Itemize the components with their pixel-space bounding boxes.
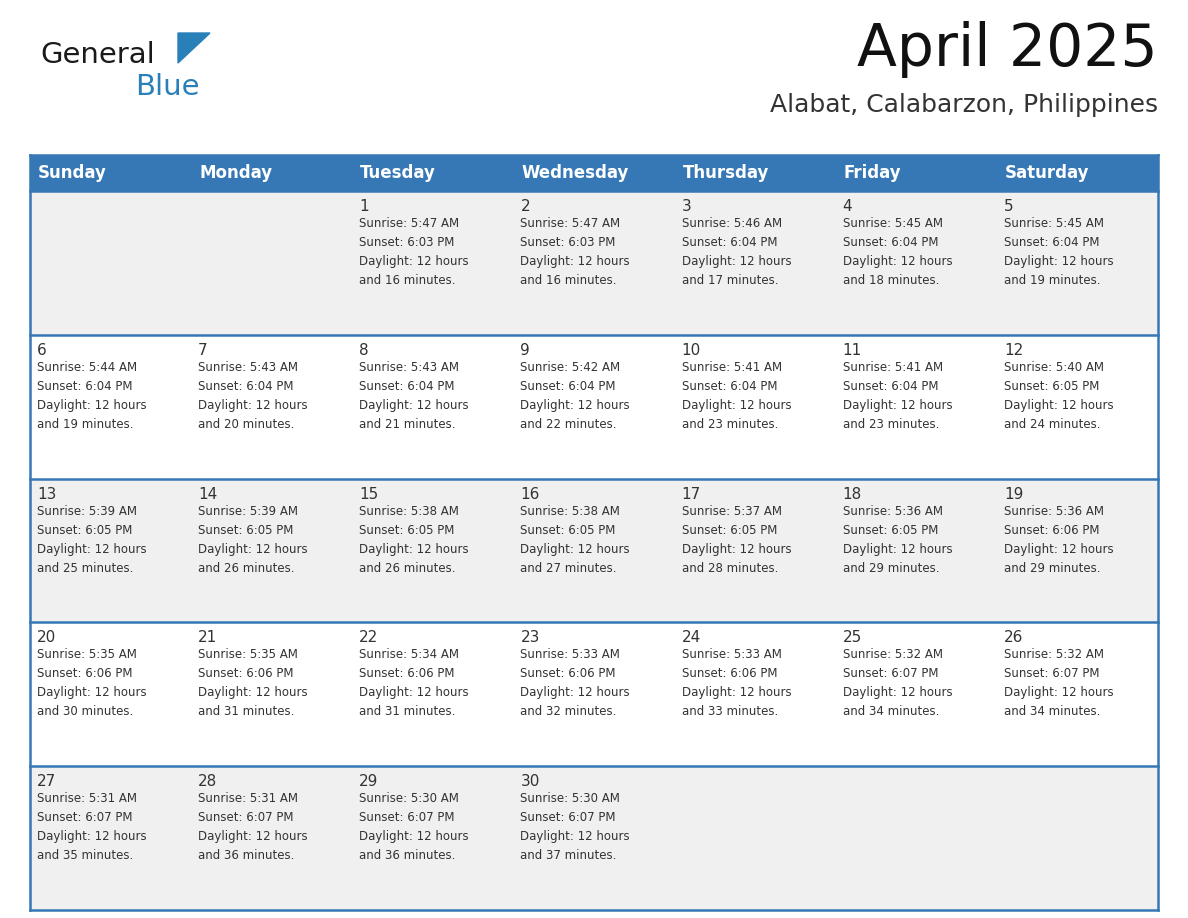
Bar (191, 155, 353, 191)
Text: 27: 27 (37, 774, 56, 789)
Text: Sunrise: 5:30 AM
Sunset: 6:07 PM
Daylight: 12 hours
and 37 minutes.: Sunrise: 5:30 AM Sunset: 6:07 PM Dayligh… (520, 792, 630, 862)
Bar (997, 155, 1158, 191)
Bar (30, 478, 1158, 622)
Text: 17: 17 (682, 487, 701, 501)
Text: Sunrise: 5:45 AM
Sunset: 6:04 PM
Daylight: 12 hours
and 19 minutes.: Sunrise: 5:45 AM Sunset: 6:04 PM Dayligh… (1004, 217, 1113, 287)
Text: Sunrise: 5:47 AM
Sunset: 6:03 PM
Daylight: 12 hours
and 16 minutes.: Sunrise: 5:47 AM Sunset: 6:03 PM Dayligh… (520, 217, 630, 287)
Text: Sunrise: 5:32 AM
Sunset: 6:07 PM
Daylight: 12 hours
and 34 minutes.: Sunrise: 5:32 AM Sunset: 6:07 PM Dayligh… (1004, 648, 1113, 719)
Text: 19: 19 (1004, 487, 1023, 501)
Text: Sunrise: 5:47 AM
Sunset: 6:03 PM
Daylight: 12 hours
and 16 minutes.: Sunrise: 5:47 AM Sunset: 6:03 PM Dayligh… (359, 217, 469, 287)
Bar (30, 622, 1158, 767)
Text: 22: 22 (359, 631, 379, 645)
Text: 15: 15 (359, 487, 379, 501)
Text: Sunrise: 5:41 AM
Sunset: 6:04 PM
Daylight: 12 hours
and 23 minutes.: Sunrise: 5:41 AM Sunset: 6:04 PM Dayligh… (842, 361, 953, 431)
Text: 18: 18 (842, 487, 862, 501)
Text: Sunrise: 5:32 AM
Sunset: 6:07 PM
Daylight: 12 hours
and 34 minutes.: Sunrise: 5:32 AM Sunset: 6:07 PM Dayligh… (842, 648, 953, 719)
Text: 13: 13 (37, 487, 56, 501)
Text: 11: 11 (842, 342, 862, 358)
Text: 28: 28 (198, 774, 217, 789)
Text: 24: 24 (682, 631, 701, 645)
Text: 16: 16 (520, 487, 539, 501)
Bar (30, 767, 1158, 910)
Text: 7: 7 (198, 342, 208, 358)
Text: 21: 21 (198, 631, 217, 645)
Text: Sunrise: 5:44 AM
Sunset: 6:04 PM
Daylight: 12 hours
and 19 minutes.: Sunrise: 5:44 AM Sunset: 6:04 PM Dayligh… (37, 361, 146, 431)
Text: 23: 23 (520, 631, 539, 645)
Text: 20: 20 (37, 631, 56, 645)
Text: Sunrise: 5:43 AM
Sunset: 6:04 PM
Daylight: 12 hours
and 21 minutes.: Sunrise: 5:43 AM Sunset: 6:04 PM Dayligh… (359, 361, 469, 431)
Text: Sunrise: 5:35 AM
Sunset: 6:06 PM
Daylight: 12 hours
and 30 minutes.: Sunrise: 5:35 AM Sunset: 6:06 PM Dayligh… (37, 648, 146, 719)
Text: General: General (40, 41, 154, 69)
Text: Thursday: Thursday (683, 164, 769, 182)
Bar (835, 155, 997, 191)
Text: Friday: Friday (843, 164, 902, 182)
Text: 6: 6 (37, 342, 46, 358)
Text: Sunrise: 5:31 AM
Sunset: 6:07 PM
Daylight: 12 hours
and 36 minutes.: Sunrise: 5:31 AM Sunset: 6:07 PM Dayligh… (198, 792, 308, 862)
Text: 14: 14 (198, 487, 217, 501)
Text: 9: 9 (520, 342, 530, 358)
Text: Sunrise: 5:45 AM
Sunset: 6:04 PM
Daylight: 12 hours
and 18 minutes.: Sunrise: 5:45 AM Sunset: 6:04 PM Dayligh… (842, 217, 953, 287)
Text: 29: 29 (359, 774, 379, 789)
Text: 12: 12 (1004, 342, 1023, 358)
Bar (675, 155, 835, 191)
Text: Sunrise: 5:43 AM
Sunset: 6:04 PM
Daylight: 12 hours
and 20 minutes.: Sunrise: 5:43 AM Sunset: 6:04 PM Dayligh… (198, 361, 308, 431)
Text: 4: 4 (842, 199, 852, 214)
Text: Sunrise: 5:38 AM
Sunset: 6:05 PM
Daylight: 12 hours
and 27 minutes.: Sunrise: 5:38 AM Sunset: 6:05 PM Dayligh… (520, 505, 630, 575)
Text: Alabat, Calabarzon, Philippines: Alabat, Calabarzon, Philippines (770, 93, 1158, 117)
Text: Sunrise: 5:42 AM
Sunset: 6:04 PM
Daylight: 12 hours
and 22 minutes.: Sunrise: 5:42 AM Sunset: 6:04 PM Dayligh… (520, 361, 630, 431)
Text: Sunrise: 5:34 AM
Sunset: 6:06 PM
Daylight: 12 hours
and 31 minutes.: Sunrise: 5:34 AM Sunset: 6:06 PM Dayligh… (359, 648, 469, 719)
Text: 1: 1 (359, 199, 369, 214)
Text: 30: 30 (520, 774, 539, 789)
Text: Saturday: Saturday (1005, 164, 1089, 182)
Bar (30, 155, 191, 191)
Text: April 2025: April 2025 (858, 21, 1158, 79)
Text: Sunrise: 5:31 AM
Sunset: 6:07 PM
Daylight: 12 hours
and 35 minutes.: Sunrise: 5:31 AM Sunset: 6:07 PM Dayligh… (37, 792, 146, 862)
Text: 3: 3 (682, 199, 691, 214)
Text: 26: 26 (1004, 631, 1023, 645)
Text: Sunrise: 5:38 AM
Sunset: 6:05 PM
Daylight: 12 hours
and 26 minutes.: Sunrise: 5:38 AM Sunset: 6:05 PM Dayligh… (359, 505, 469, 575)
Text: 5: 5 (1004, 199, 1013, 214)
Text: 25: 25 (842, 631, 862, 645)
Bar (513, 155, 675, 191)
Text: Sunrise: 5:40 AM
Sunset: 6:05 PM
Daylight: 12 hours
and 24 minutes.: Sunrise: 5:40 AM Sunset: 6:05 PM Dayligh… (1004, 361, 1113, 431)
Text: Sunrise: 5:39 AM
Sunset: 6:05 PM
Daylight: 12 hours
and 25 minutes.: Sunrise: 5:39 AM Sunset: 6:05 PM Dayligh… (37, 505, 146, 575)
Text: Sunrise: 5:39 AM
Sunset: 6:05 PM
Daylight: 12 hours
and 26 minutes.: Sunrise: 5:39 AM Sunset: 6:05 PM Dayligh… (198, 505, 308, 575)
Text: Sunrise: 5:33 AM
Sunset: 6:06 PM
Daylight: 12 hours
and 32 minutes.: Sunrise: 5:33 AM Sunset: 6:06 PM Dayligh… (520, 648, 630, 719)
Bar (30, 191, 1158, 335)
Text: Sunrise: 5:36 AM
Sunset: 6:06 PM
Daylight: 12 hours
and 29 minutes.: Sunrise: 5:36 AM Sunset: 6:06 PM Dayligh… (1004, 505, 1113, 575)
Bar (353, 155, 513, 191)
Text: Sunrise: 5:46 AM
Sunset: 6:04 PM
Daylight: 12 hours
and 17 minutes.: Sunrise: 5:46 AM Sunset: 6:04 PM Dayligh… (682, 217, 791, 287)
Bar (30, 335, 1158, 478)
Text: Sunrise: 5:37 AM
Sunset: 6:05 PM
Daylight: 12 hours
and 28 minutes.: Sunrise: 5:37 AM Sunset: 6:05 PM Dayligh… (682, 505, 791, 575)
Text: Blue: Blue (135, 73, 200, 101)
Text: Sunrise: 5:35 AM
Sunset: 6:06 PM
Daylight: 12 hours
and 31 minutes.: Sunrise: 5:35 AM Sunset: 6:06 PM Dayligh… (198, 648, 308, 719)
Text: 10: 10 (682, 342, 701, 358)
Text: 2: 2 (520, 199, 530, 214)
Text: Tuesday: Tuesday (360, 164, 436, 182)
Text: 8: 8 (359, 342, 369, 358)
Text: Sunrise: 5:36 AM
Sunset: 6:05 PM
Daylight: 12 hours
and 29 minutes.: Sunrise: 5:36 AM Sunset: 6:05 PM Dayligh… (842, 505, 953, 575)
Polygon shape (178, 33, 210, 63)
Text: Sunrise: 5:30 AM
Sunset: 6:07 PM
Daylight: 12 hours
and 36 minutes.: Sunrise: 5:30 AM Sunset: 6:07 PM Dayligh… (359, 792, 469, 862)
Text: Sunday: Sunday (38, 164, 107, 182)
Text: Sunrise: 5:33 AM
Sunset: 6:06 PM
Daylight: 12 hours
and 33 minutes.: Sunrise: 5:33 AM Sunset: 6:06 PM Dayligh… (682, 648, 791, 719)
Text: Monday: Monday (200, 164, 272, 182)
Text: Sunrise: 5:41 AM
Sunset: 6:04 PM
Daylight: 12 hours
and 23 minutes.: Sunrise: 5:41 AM Sunset: 6:04 PM Dayligh… (682, 361, 791, 431)
Text: Wednesday: Wednesday (522, 164, 628, 182)
